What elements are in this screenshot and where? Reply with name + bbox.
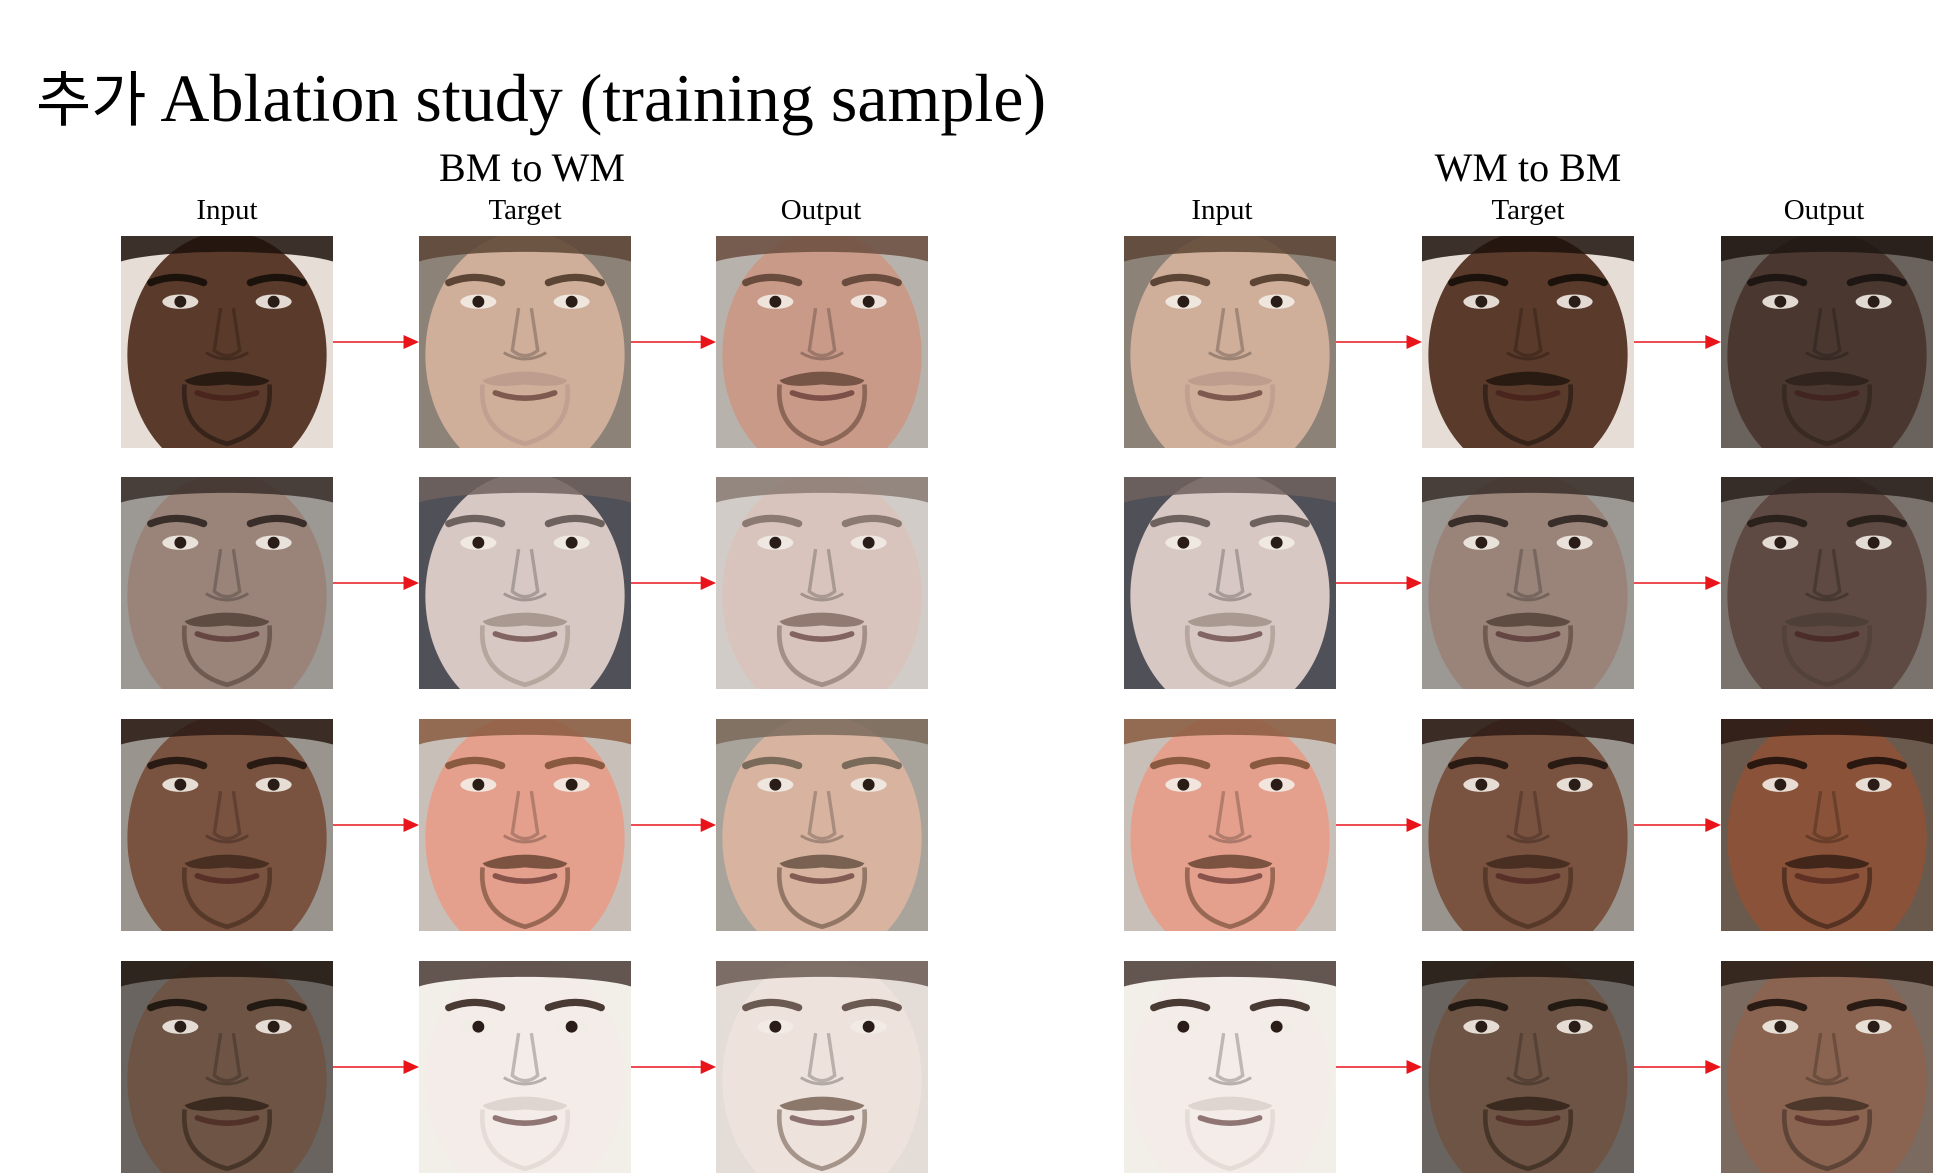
slide-title: 추가 Ablation study (training sample) bbox=[36, 64, 1046, 132]
bm-to-wm-row-4-output-image bbox=[716, 961, 928, 1173]
wm-to-bm-row-2-input-image bbox=[1124, 477, 1336, 689]
bm-to-wm-row-3-output-image bbox=[716, 719, 928, 931]
wm-to-bm-row-1-input-image bbox=[1124, 236, 1336, 448]
right-arrow-icon bbox=[1634, 818, 1721, 832]
wm-to-bm-row-1-target-image bbox=[1422, 236, 1634, 448]
column-label-target: Target bbox=[488, 194, 562, 226]
right-arrow-icon bbox=[1634, 576, 1721, 590]
right-arrow-icon bbox=[1634, 335, 1721, 349]
right-arrow-icon bbox=[1336, 1060, 1422, 1074]
right-arrow-icon bbox=[1336, 576, 1422, 590]
bm-to-wm-row-1-target-image bbox=[419, 236, 631, 448]
right-arrow-icon bbox=[1336, 335, 1422, 349]
right-arrow-icon bbox=[631, 1060, 716, 1074]
right-arrow-icon bbox=[1336, 818, 1422, 832]
wm-to-bm-row-2-target-image bbox=[1422, 477, 1634, 689]
bm-to-wm-row-3-input-image bbox=[121, 719, 333, 931]
right-arrow-icon bbox=[1634, 1060, 1721, 1074]
right-arrow-icon bbox=[631, 335, 716, 349]
right-arrow-icon bbox=[333, 576, 419, 590]
wm-to-bm-row-3-input-image bbox=[1124, 719, 1336, 931]
wm-to-bm-row-1-output-image bbox=[1721, 236, 1933, 448]
group-title-wm-to-bm: WM to BM bbox=[1434, 145, 1622, 190]
wm-to-bm-row-2-output-image bbox=[1721, 477, 1933, 689]
group-title-bm-to-wm: BM to WM bbox=[439, 145, 625, 190]
bm-to-wm-row-1-output-image bbox=[716, 236, 928, 448]
wm-to-bm-row-4-target-image bbox=[1422, 961, 1634, 1173]
right-arrow-icon bbox=[333, 818, 419, 832]
bm-to-wm-row-2-output-image bbox=[716, 477, 928, 689]
column-label-input: Input bbox=[1191, 194, 1253, 226]
wm-to-bm-row-4-input-image bbox=[1124, 961, 1336, 1173]
column-label-output: Output bbox=[1783, 194, 1865, 226]
bm-to-wm-row-2-target-image bbox=[419, 477, 631, 689]
column-label-output: Output bbox=[780, 194, 862, 226]
slide-title-text: Ablation study (training sample) bbox=[160, 60, 1047, 136]
bm-to-wm-row-1-input-image bbox=[121, 236, 333, 448]
wm-to-bm-row-3-target-image bbox=[1422, 719, 1634, 931]
wm-to-bm-row-3-output-image bbox=[1721, 719, 1933, 931]
right-arrow-icon bbox=[333, 335, 419, 349]
column-label-target: Target bbox=[1491, 194, 1565, 226]
bm-to-wm-row-4-input-image bbox=[121, 961, 333, 1173]
slide-title-korean: 추가 bbox=[36, 66, 147, 136]
wm-to-bm-row-4-output-image bbox=[1721, 961, 1933, 1173]
bm-to-wm-row-4-target-image bbox=[419, 961, 631, 1173]
column-label-input: Input bbox=[196, 194, 258, 226]
bm-to-wm-row-3-target-image bbox=[419, 719, 631, 931]
right-arrow-icon bbox=[631, 818, 716, 832]
right-arrow-icon bbox=[333, 1060, 419, 1074]
right-arrow-icon bbox=[631, 576, 716, 590]
bm-to-wm-row-2-input-image bbox=[121, 477, 333, 689]
